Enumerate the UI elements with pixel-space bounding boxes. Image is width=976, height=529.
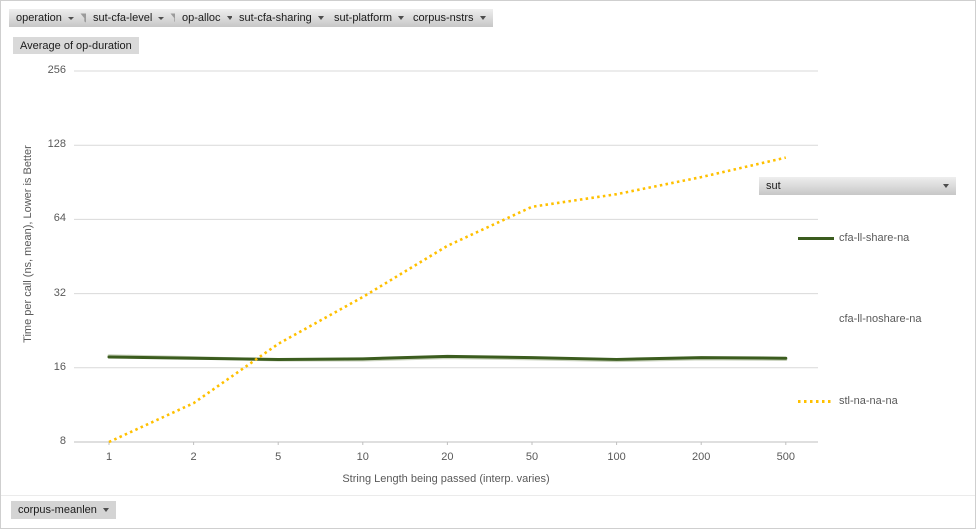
series-line-stl-na-na-na[interactable] (108, 156, 787, 444)
filter-button-sut-cfa-sharing[interactable]: sut-cfa-sharing (232, 9, 331, 27)
legend-item-cfa-ll-noshare-na[interactable]: cfa-ll-noshare-na (798, 312, 922, 326)
x-tick-label: 1 (105, 451, 113, 463)
legend-line-marker (798, 318, 834, 321)
x-tick-label: 200 (692, 451, 711, 463)
filter-button-label: sut-platform (334, 12, 393, 24)
y-axis-title: Time per call (ns, mean), Lower is Bette… (22, 145, 34, 343)
series-line-cfa-ll-share-na[interactable] (107, 354, 788, 361)
y-tick-label: 64 (53, 212, 66, 225)
value-field-button[interactable]: Average of op-duration (13, 37, 139, 54)
dropdown-arrow-icon (398, 16, 405, 20)
dropdown-arrow-icon (317, 16, 324, 20)
legend-label: cfa-ll-share-na (839, 232, 910, 244)
x-tick-label: 100 (607, 451, 626, 463)
dropdown-arrow-icon (102, 508, 109, 512)
dropdown-arrow-icon (943, 184, 949, 188)
dropdown-arrow-icon (226, 16, 233, 20)
x-tick-label: 50 (525, 451, 539, 463)
filter-button-label: op-alloc (182, 12, 221, 24)
dropdown-arrow-icon (67, 16, 74, 20)
legend-item-cfa-ll-share-na[interactable]: cfa-ll-share-na (798, 231, 909, 245)
y-tick-label: 16 (53, 360, 66, 373)
x-tick-label: 2 (190, 451, 197, 463)
legend-field-label: sut (766, 180, 781, 192)
filter-button-label: operation (16, 12, 62, 24)
legend-line-marker (798, 399, 834, 403)
filter-button-label: sut-cfa-sharing (239, 12, 312, 24)
dropdown-arrow-icon (479, 16, 486, 20)
axis-field-button[interactable]: corpus-meanlen (11, 501, 116, 519)
dropdown-arrow-icon (158, 16, 165, 20)
filter-button-op-alloc[interactable]: op-alloc (175, 9, 240, 27)
x-tick-label: 10 (356, 451, 369, 463)
x-tick-label: 500 (776, 451, 795, 463)
legend-label: stl-na-na-na (839, 395, 898, 407)
filter-button-label: corpus-nstrs (413, 12, 474, 24)
legend-field-button[interactable]: sut (759, 177, 956, 195)
bottom-divider (1, 495, 975, 496)
legend-item-stl-na-na-na[interactable]: stl-na-na-na (798, 394, 898, 408)
y-tick-label: 128 (47, 138, 66, 151)
y-tick-label: 8 (59, 435, 66, 447)
y-tick-label: 256 (47, 64, 66, 76)
x-axis-title: String Length being passed (interp. vari… (342, 473, 550, 485)
filter-button-corpus-nstrs[interactable]: corpus-nstrs (406, 9, 493, 27)
filter-button-sut-platform[interactable]: sut-platform (327, 9, 412, 27)
value-field-label: Average of op-duration (20, 39, 132, 52)
filter-button-operation[interactable]: operation (9, 9, 98, 27)
x-tick-label: 20 (441, 451, 454, 463)
x-tick-label: 5 (275, 451, 282, 463)
axis-field-label: corpus-meanlen (18, 504, 97, 516)
filter-button-sut-cfa-level[interactable]: sut-cfa-level (86, 9, 189, 27)
legend-label: cfa-ll-noshare-na (839, 313, 922, 325)
filter-button-label: sut-cfa-level (93, 12, 153, 24)
legend-line-marker (798, 236, 834, 240)
y-tick-label: 32 (53, 286, 66, 299)
